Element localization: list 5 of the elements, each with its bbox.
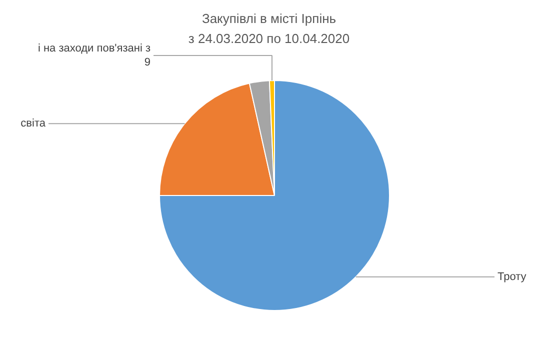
chart-title: Закупівлі в місті Ірпінь (202, 11, 336, 26)
chart-subtitle: з 24.03.2020 по 10.04.2020 (188, 31, 350, 46)
slice-label: світа (20, 118, 46, 130)
slice-label: Троту (498, 270, 527, 283)
slice-label: і на заходи пов'язані з 9 (38, 42, 151, 69)
